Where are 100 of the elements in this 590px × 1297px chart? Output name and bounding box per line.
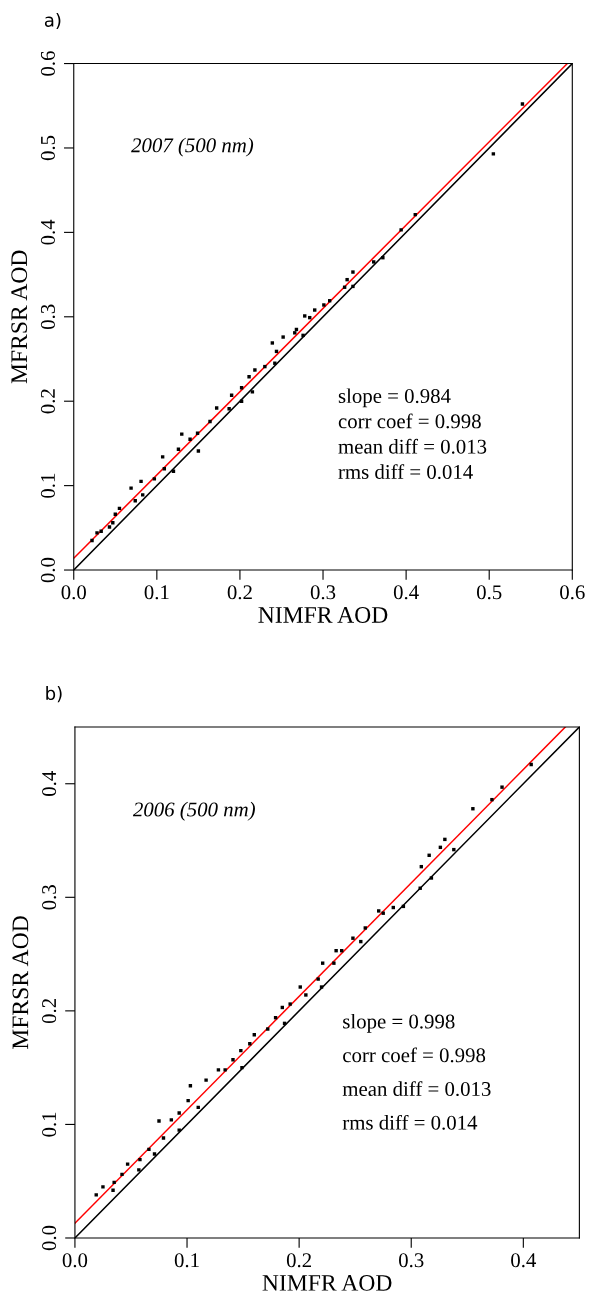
point bbox=[180, 432, 184, 436]
y-tick-label: 0.1 bbox=[40, 473, 56, 498]
point bbox=[188, 437, 192, 441]
point bbox=[214, 406, 219, 410]
point bbox=[177, 1128, 181, 1132]
point bbox=[95, 531, 99, 535]
point bbox=[147, 1147, 151, 1152]
point bbox=[247, 375, 251, 379]
point bbox=[313, 308, 317, 312]
point bbox=[137, 1168, 141, 1172]
y-tick-label: 0.2 bbox=[40, 389, 56, 414]
point bbox=[298, 985, 302, 989]
point bbox=[99, 529, 103, 533]
point bbox=[429, 876, 434, 880]
point bbox=[377, 909, 381, 913]
point bbox=[452, 847, 456, 852]
point bbox=[427, 853, 431, 857]
annotation: 2007 (500 nm) bbox=[131, 137, 254, 157]
chart-title: a) bbox=[44, 12, 61, 30]
point bbox=[240, 1065, 244, 1070]
point bbox=[490, 797, 494, 802]
point bbox=[293, 331, 297, 335]
x-tick-label: 0.4 bbox=[393, 585, 419, 600]
point bbox=[141, 493, 145, 497]
y-tick-label: 0.1 bbox=[42, 1112, 57, 1137]
y-tick-label: 0.0 bbox=[40, 557, 56, 583]
annotation: slope = 0.984 bbox=[338, 388, 451, 408]
point bbox=[160, 455, 165, 459]
y-tick-label: 0.4 bbox=[42, 771, 57, 796]
y-tick-label: 0.4 bbox=[40, 219, 56, 245]
point bbox=[107, 525, 112, 529]
point bbox=[120, 1172, 124, 1177]
point bbox=[281, 335, 285, 339]
point bbox=[304, 993, 308, 997]
y-tick-label: 0.3 bbox=[42, 885, 57, 910]
point bbox=[320, 961, 325, 965]
point bbox=[529, 762, 533, 767]
point bbox=[471, 807, 475, 811]
annotation: slope = 0.998 bbox=[343, 1013, 455, 1033]
point bbox=[351, 284, 355, 289]
point bbox=[288, 1002, 292, 1006]
point bbox=[239, 1048, 243, 1053]
point bbox=[332, 961, 336, 965]
annotation: rms diff = 0.014 bbox=[342, 1114, 478, 1130]
point bbox=[227, 407, 231, 411]
point bbox=[188, 1084, 193, 1088]
point bbox=[351, 270, 355, 274]
point bbox=[101, 1185, 105, 1189]
point bbox=[316, 977, 320, 981]
point bbox=[196, 449, 201, 453]
y-axis-title: MFRSR AOD bbox=[11, 250, 28, 384]
point bbox=[520, 102, 525, 106]
point bbox=[322, 303, 326, 307]
point bbox=[491, 152, 496, 156]
point bbox=[161, 1136, 166, 1140]
point bbox=[129, 486, 133, 490]
x-tick-label: 0.3 bbox=[310, 585, 336, 600]
y-tick-label: 0.3 bbox=[40, 304, 56, 330]
point bbox=[443, 837, 447, 842]
point bbox=[303, 314, 307, 318]
point bbox=[301, 333, 305, 338]
point bbox=[111, 1188, 115, 1192]
point bbox=[112, 1180, 116, 1185]
y-axis-title: MFRSR AOD bbox=[12, 916, 29, 1050]
x-tick-label: 0.0 bbox=[62, 1253, 88, 1268]
y-tick-label: 0.5 bbox=[40, 135, 56, 161]
point bbox=[500, 785, 504, 789]
point bbox=[216, 1068, 221, 1072]
annotation: corr coef = 0.998 bbox=[338, 413, 481, 429]
point bbox=[133, 499, 137, 503]
point bbox=[90, 538, 94, 543]
annotation: mean diff = 0.013 bbox=[342, 1081, 491, 1097]
annotation: mean diff = 0.013 bbox=[338, 438, 487, 454]
y-tick-label: 0.6 bbox=[40, 51, 56, 76]
point bbox=[111, 521, 115, 525]
point bbox=[319, 985, 324, 989]
y-tick-label: 0.0 bbox=[42, 1225, 57, 1251]
point bbox=[186, 1098, 190, 1103]
x-tick-label: 0.1 bbox=[174, 1253, 199, 1268]
chart-title: b) bbox=[46, 686, 62, 703]
point bbox=[266, 1027, 270, 1031]
point bbox=[204, 1078, 208, 1082]
x-tick-label: 0.0 bbox=[61, 585, 86, 600]
x-axis-title: NIMFR AOD bbox=[262, 1274, 392, 1291]
point bbox=[250, 390, 255, 394]
point bbox=[253, 368, 257, 372]
point bbox=[381, 256, 385, 260]
annotation: 2006 (500 nm) bbox=[132, 801, 255, 821]
point bbox=[223, 1068, 227, 1072]
point bbox=[270, 341, 275, 345]
annotation: corr coef = 0.998 bbox=[343, 1047, 486, 1063]
point bbox=[231, 1058, 235, 1062]
point bbox=[334, 948, 338, 953]
x-tick-label: 0.6 bbox=[560, 585, 585, 600]
point bbox=[248, 1042, 252, 1046]
point bbox=[138, 1157, 142, 1162]
point bbox=[177, 1111, 181, 1115]
point bbox=[399, 228, 403, 232]
point bbox=[372, 260, 376, 264]
point bbox=[94, 1193, 98, 1197]
